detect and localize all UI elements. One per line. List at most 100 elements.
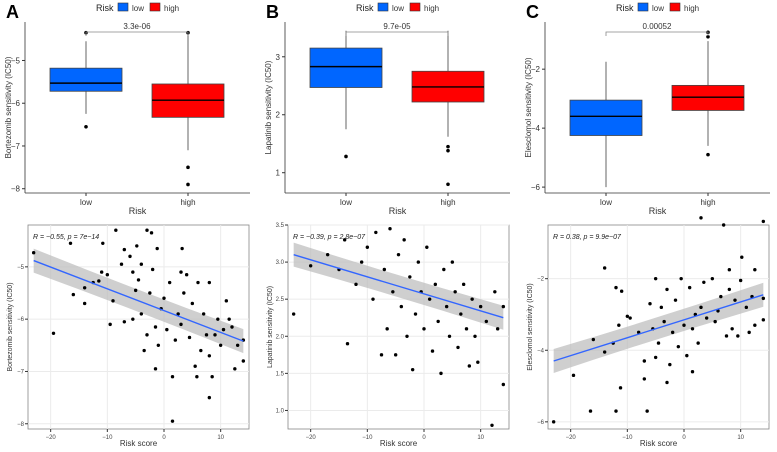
data-point: [461, 282, 466, 287]
x-tick-label: 0: [422, 435, 426, 441]
data-point: [761, 219, 766, 224]
data-point: [645, 409, 649, 413]
data-point: [710, 276, 715, 281]
y-tick-label: −6: [17, 317, 25, 323]
y-tick-label: −7: [11, 142, 21, 151]
data-point: [484, 319, 489, 324]
data-point: [235, 343, 240, 348]
data-point: [187, 335, 192, 340]
data-point: [399, 304, 404, 309]
y-tick-label: −6: [537, 420, 545, 426]
data-point: [195, 374, 199, 379]
data-point: [207, 354, 212, 358]
data-point: [182, 291, 186, 295]
significance-bracket: [85, 31, 189, 36]
legend-title: Risk: [96, 3, 114, 13]
box-low: [309, 47, 383, 88]
plot-panel: [287, 224, 510, 430]
panel-label: C: [526, 2, 539, 22]
data-point: [730, 327, 734, 331]
data-point: [702, 280, 706, 284]
data-point: [210, 374, 214, 379]
data-point: [659, 305, 664, 310]
data-point: [99, 270, 104, 274]
legend-key-low: [117, 2, 129, 12]
outlier-point: [706, 152, 710, 157]
box-low: [49, 67, 123, 92]
data-point: [82, 286, 87, 290]
data-point: [68, 241, 73, 246]
data-point: [388, 227, 392, 231]
data-point: [685, 353, 689, 358]
data-point: [668, 362, 672, 367]
data-point: [114, 228, 118, 232]
data-point: [442, 267, 446, 272]
data-point: [591, 337, 596, 342]
data-point: [190, 301, 195, 306]
data-point: [436, 319, 440, 324]
legend-label: low: [392, 4, 404, 13]
data-point: [122, 247, 127, 252]
x-axis-title: Risk: [389, 206, 407, 216]
data-point: [704, 316, 709, 320]
data-point: [131, 270, 135, 274]
data-point: [167, 280, 172, 285]
data-point: [665, 380, 669, 385]
data-point: [727, 287, 732, 292]
data-point: [371, 297, 375, 301]
data-point: [433, 282, 438, 287]
data-point: [108, 322, 112, 327]
data-point: [385, 327, 389, 331]
data-point: [176, 312, 180, 316]
data-point: [618, 386, 623, 390]
data-point: [153, 325, 158, 329]
data-point: [753, 323, 757, 327]
data-point: [551, 420, 556, 424]
outlier-point: [344, 154, 348, 159]
x-tick-label: −20: [566, 435, 577, 441]
data-point: [614, 285, 618, 290]
data-point: [642, 377, 647, 381]
data-point: [656, 341, 661, 345]
data-point: [393, 353, 398, 357]
data-point: [690, 327, 695, 331]
data-point: [204, 333, 209, 337]
data-point: [145, 333, 149, 337]
data-point: [753, 268, 757, 272]
y-tick-label: 1: [276, 169, 281, 178]
data-point: [142, 348, 146, 353]
legend-title: Risk: [356, 3, 374, 13]
x-tick-label: −10: [622, 435, 633, 441]
data-point: [162, 296, 166, 300]
data-point: [170, 419, 175, 423]
outlier-point: [706, 34, 710, 39]
data-point: [233, 367, 237, 371]
data-point: [155, 246, 159, 251]
data-point: [478, 304, 483, 309]
legend-key-low: [377, 2, 389, 12]
data-point: [391, 290, 395, 294]
data-point: [588, 409, 593, 413]
x-tick-label: low: [80, 198, 92, 207]
legend-key-high: [149, 2, 161, 12]
data-point: [602, 350, 607, 354]
data-point: [422, 327, 426, 331]
y-tick-label: 2: [276, 111, 281, 120]
data-point: [193, 364, 197, 368]
x-tick-label: −10: [102, 435, 113, 441]
data-point: [128, 254, 132, 259]
x-axis-title: Risk score: [380, 439, 418, 448]
data-point: [345, 341, 350, 346]
data-point: [382, 267, 387, 272]
data-point: [721, 223, 726, 227]
x-tick-label: −20: [306, 435, 317, 441]
regression-line: [553, 294, 764, 362]
legend-label: high: [164, 4, 179, 13]
data-point: [153, 367, 158, 371]
data-point: [696, 341, 700, 345]
data-point: [31, 251, 36, 255]
data-point: [101, 241, 105, 246]
y-axis-title: Bortezomib sensitivity (IC50): [4, 56, 13, 158]
data-point: [133, 288, 138, 293]
